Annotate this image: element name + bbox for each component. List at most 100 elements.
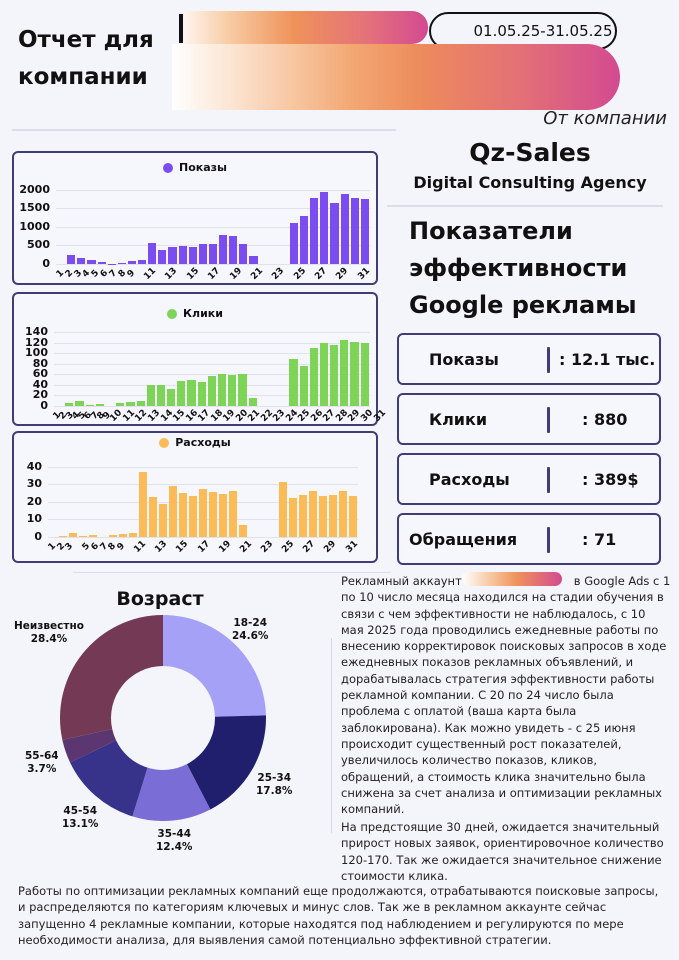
bar xyxy=(330,203,339,264)
expenses-chart: Расходы 0 10 20 30 40 1 2 3 5 6 7 8 9 11 13 15 17 19 21 23 2… xyxy=(12,431,378,563)
forecast-paragraph: На предстоящие 30 дней, ожидается значит… xyxy=(341,820,664,883)
divider xyxy=(12,129,396,131)
bar xyxy=(127,260,136,264)
bar xyxy=(349,495,357,537)
bar xyxy=(189,495,197,537)
ongoing-work-paragraph: Работы по оптимизации рекламных компаний… xyxy=(18,884,659,947)
age-chart-title: Возраст xyxy=(116,588,204,610)
legend-dot-icon xyxy=(163,162,173,173)
bar xyxy=(95,403,104,406)
redacted-company-name-bar xyxy=(172,44,620,110)
y-tick-label: 0 xyxy=(40,399,48,412)
bar xyxy=(59,536,67,537)
kpi-separator xyxy=(547,347,550,373)
gridline xyxy=(56,226,370,228)
bar xyxy=(239,524,247,537)
date-range-pill: 01.05.25-31.05.25 xyxy=(429,12,617,50)
y-tick-label: 0 xyxy=(42,257,50,270)
bar xyxy=(119,533,127,537)
bar xyxy=(77,258,86,264)
impressions-chart: Показы 0 500 1000 1500 2000 1 2 3 4 5 6 7 8 9 11 13 15 17… xyxy=(12,151,378,285)
chart-legend: Расходы xyxy=(14,436,376,449)
bar xyxy=(117,262,126,264)
y-tick-label: 20 xyxy=(26,494,42,508)
bar xyxy=(350,341,359,406)
bar xyxy=(320,191,329,264)
bar xyxy=(350,197,359,264)
bar xyxy=(249,255,258,264)
y-tick-label: 100 xyxy=(25,346,48,360)
divider xyxy=(73,572,391,573)
y-tick-label: 60 xyxy=(32,367,48,381)
bar xyxy=(187,380,196,406)
bar xyxy=(309,347,318,406)
clicks-chart: Клики 0 20 40 60 80 100 120 140 1 2 3 4 5 6 7 8 9 10 11 12 1… xyxy=(12,292,388,426)
gridline xyxy=(54,353,370,355)
donut-slice xyxy=(163,615,266,717)
bar xyxy=(85,405,94,406)
bar xyxy=(319,342,329,406)
bar xyxy=(219,493,227,537)
bar xyxy=(228,374,237,406)
plot-area: 0 20 40 60 80 100 120 140 1 2 3 4 5 6 7 8 9 10 11 12 13 14 15 1… xyxy=(25,325,388,424)
date-range-text: 01.05.25-31.05.25 xyxy=(473,22,613,40)
y-tick-label: 30 xyxy=(26,477,42,491)
gridline xyxy=(56,208,370,210)
brand-subtitle: Digital Consulting Agency xyxy=(413,173,647,192)
bar xyxy=(289,358,298,406)
kpi-value: : 880 xyxy=(582,409,628,429)
bar xyxy=(178,245,187,264)
donut-slice xyxy=(62,729,117,763)
bar xyxy=(116,403,125,406)
plot-area: 0 500 1000 1500 2000 1 2 3 4 5 6 7 8 9 11 13 15 17 19 21 23 2… xyxy=(19,183,371,282)
bar xyxy=(310,197,319,264)
divider xyxy=(387,205,663,207)
chart-legend: Показы xyxy=(14,161,376,174)
gridline xyxy=(54,374,370,376)
bar xyxy=(229,236,238,264)
bar xyxy=(65,402,74,406)
bar xyxy=(208,243,217,264)
bar xyxy=(75,400,84,406)
title-accent-bar xyxy=(179,14,183,43)
y-tick-label: 80 xyxy=(32,356,48,370)
bar xyxy=(89,535,97,537)
brand-name: Qz-Sales xyxy=(469,138,591,167)
bar xyxy=(199,489,207,537)
bar xyxy=(179,492,187,537)
bar xyxy=(87,260,96,264)
bar xyxy=(309,491,317,537)
y-tick-label: 500 xyxy=(27,238,50,252)
bar xyxy=(109,534,117,537)
bar xyxy=(188,247,197,264)
y-tick-label: 140 xyxy=(25,325,48,338)
bar xyxy=(156,385,166,406)
gridline xyxy=(54,332,370,333)
donut-slice xyxy=(132,764,211,821)
kpi-requests: Обращения : 71 xyxy=(397,513,661,565)
x-tick-label: 31 xyxy=(343,539,360,555)
plot-area: 0 10 20 30 40 1 2 3 5 6 7 8 9 11 13 15 17 19 21 23 25 27 29 31 xyxy=(27,460,360,555)
donut-slice xyxy=(60,615,163,740)
legend-label: Расходы xyxy=(175,436,231,449)
kpi-label: Показы xyxy=(429,349,499,369)
legend-label: Показы xyxy=(179,161,227,174)
bar xyxy=(126,402,135,406)
bar xyxy=(138,259,147,264)
bar xyxy=(207,375,216,406)
redacted-account-name xyxy=(462,572,562,586)
bar xyxy=(97,261,106,264)
gridline xyxy=(48,537,358,538)
bar xyxy=(289,223,298,264)
bar xyxy=(219,234,228,264)
bar xyxy=(329,494,337,537)
y-tick-label: 40 xyxy=(32,377,48,391)
x-tick-label: 31 xyxy=(355,266,372,282)
age-donut-chart xyxy=(60,615,266,821)
gridline xyxy=(56,189,370,191)
section-heading: Показатели эффективности Google рекламы xyxy=(409,213,637,324)
gridline xyxy=(48,484,358,486)
pie-label-55-64: 55-64 3.7% xyxy=(25,750,59,775)
bar xyxy=(218,374,227,406)
legend-dot-icon xyxy=(159,437,170,448)
